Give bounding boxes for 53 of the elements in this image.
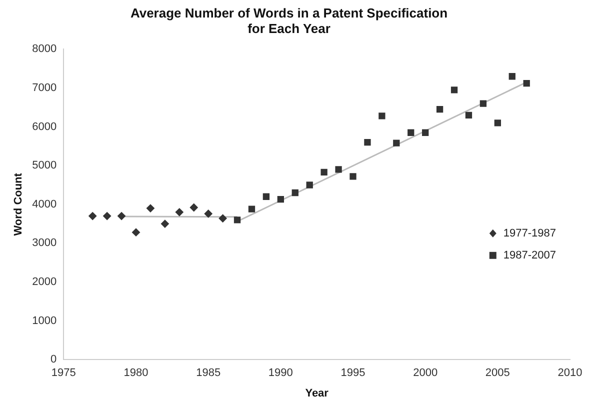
point <box>292 189 298 196</box>
point <box>88 212 97 220</box>
legend-label: 1987-2007 <box>503 249 556 262</box>
x-tick-label: 2005 <box>485 367 510 380</box>
point <box>190 204 198 212</box>
point <box>378 112 386 120</box>
chart-title: Average Number of Words in a Patent Specification for Each Year <box>130 5 448 36</box>
point <box>450 86 458 94</box>
point <box>436 106 444 113</box>
point <box>494 120 501 126</box>
point <box>103 212 112 220</box>
point <box>146 204 154 212</box>
point <box>262 193 270 200</box>
point <box>422 129 429 136</box>
point <box>364 138 371 146</box>
point <box>508 73 516 80</box>
x-tick-label: 1980 <box>124 367 148 380</box>
point <box>408 129 414 136</box>
point <box>480 100 487 107</box>
point <box>393 140 400 146</box>
point <box>277 196 284 203</box>
y-tick-label: 0 <box>50 354 57 366</box>
y-tick-label: 7000 <box>32 82 57 94</box>
point <box>218 214 227 222</box>
x-tick-label: 1985 <box>196 367 221 380</box>
point <box>523 80 530 87</box>
point <box>118 212 126 220</box>
legend-label: 1977-1987 <box>503 227 556 240</box>
y-tick-label: 1000 <box>32 314 57 327</box>
point <box>320 168 328 176</box>
y-tick-label: 5000 <box>32 160 57 172</box>
y-tick-label: 6000 <box>32 120 57 133</box>
point <box>465 112 472 118</box>
x-tick-label: 2010 <box>558 367 582 380</box>
y-tick-label: 2000 <box>32 276 57 288</box>
point <box>132 228 140 236</box>
x-axis-title: Year <box>305 387 330 400</box>
point <box>248 206 256 212</box>
y-axis-title: Word Count <box>12 172 25 236</box>
point <box>234 216 241 224</box>
y-tick-label: 4000 <box>32 198 57 210</box>
point <box>175 208 184 216</box>
point <box>350 173 356 180</box>
x-tick-label: 1995 <box>340 367 366 380</box>
x-tick-label: 2000 <box>413 367 438 380</box>
x-tick-label: 1990 <box>268 367 293 380</box>
y-tick-label: 8000 <box>32 43 57 56</box>
point <box>204 210 212 218</box>
point <box>335 166 342 173</box>
point <box>306 182 313 188</box>
x-tick-label: 1975 <box>51 367 76 380</box>
y-tick-label: 3000 <box>32 237 57 250</box>
point <box>160 220 169 228</box>
